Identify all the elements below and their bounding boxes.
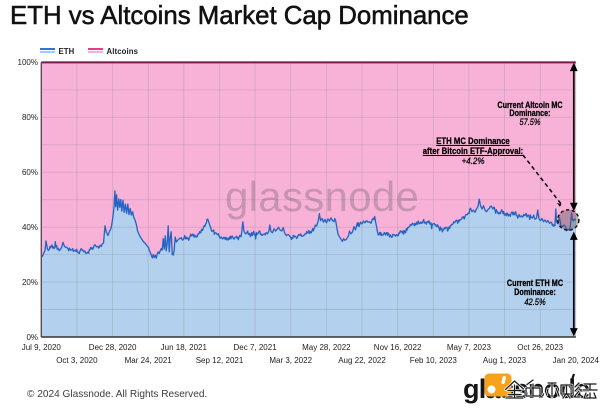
svg-text:glassnode: glassnode — [225, 173, 419, 220]
